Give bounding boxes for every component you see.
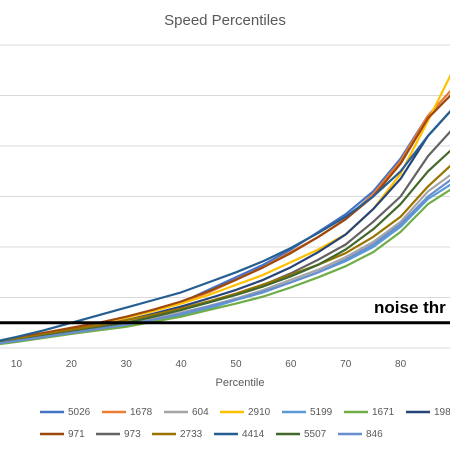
chart-title: Speed Percentiles	[164, 12, 286, 29]
series-line-2733	[0, 164, 450, 343]
legend-label-971: 971	[68, 429, 85, 440]
noise-threshold-label: noise thr	[374, 298, 446, 317]
x-tick-label: 30	[121, 359, 133, 370]
legend-label-5026: 5026	[68, 407, 91, 418]
legend: 5026 1678 604 2910 5199 1671 1983 971 973 2733 441…	[40, 407, 450, 440]
legend-label-604: 604	[192, 407, 209, 418]
legend-label-846: 846	[366, 429, 383, 440]
x-tick-label: 50	[230, 359, 242, 370]
annotations: noise thr	[0, 298, 450, 325]
legend-label-5507: 5507	[304, 429, 327, 440]
legend-label-4414: 4414	[242, 429, 265, 440]
legend-label-1671: 1671	[372, 407, 395, 418]
legend-label-973: 973	[124, 429, 141, 440]
legend-label-2910: 2910	[248, 407, 271, 418]
legend-label-5199: 5199	[310, 407, 333, 418]
x-tick-label: 40	[176, 359, 188, 370]
x-tick-label: 60	[285, 359, 297, 370]
legend-label-1678: 1678	[130, 407, 153, 418]
series-lines	[0, 73, 450, 346]
gridlines	[0, 44, 450, 349]
series-line-5199	[0, 183, 450, 344]
x-tick-label: 70	[340, 359, 352, 370]
x-tick-label: 80	[395, 359, 407, 370]
series-line-846	[0, 178, 450, 345]
x-tick-labels: 10 20 30 40 50 60 70 80	[11, 359, 407, 370]
legend-label-1983: 1983	[434, 407, 450, 418]
x-tick-label: 10	[11, 359, 23, 370]
x-axis-title: Percentile	[216, 377, 265, 389]
x-tick-label: 20	[66, 359, 78, 370]
legend-label-2733: 2733	[180, 429, 203, 440]
